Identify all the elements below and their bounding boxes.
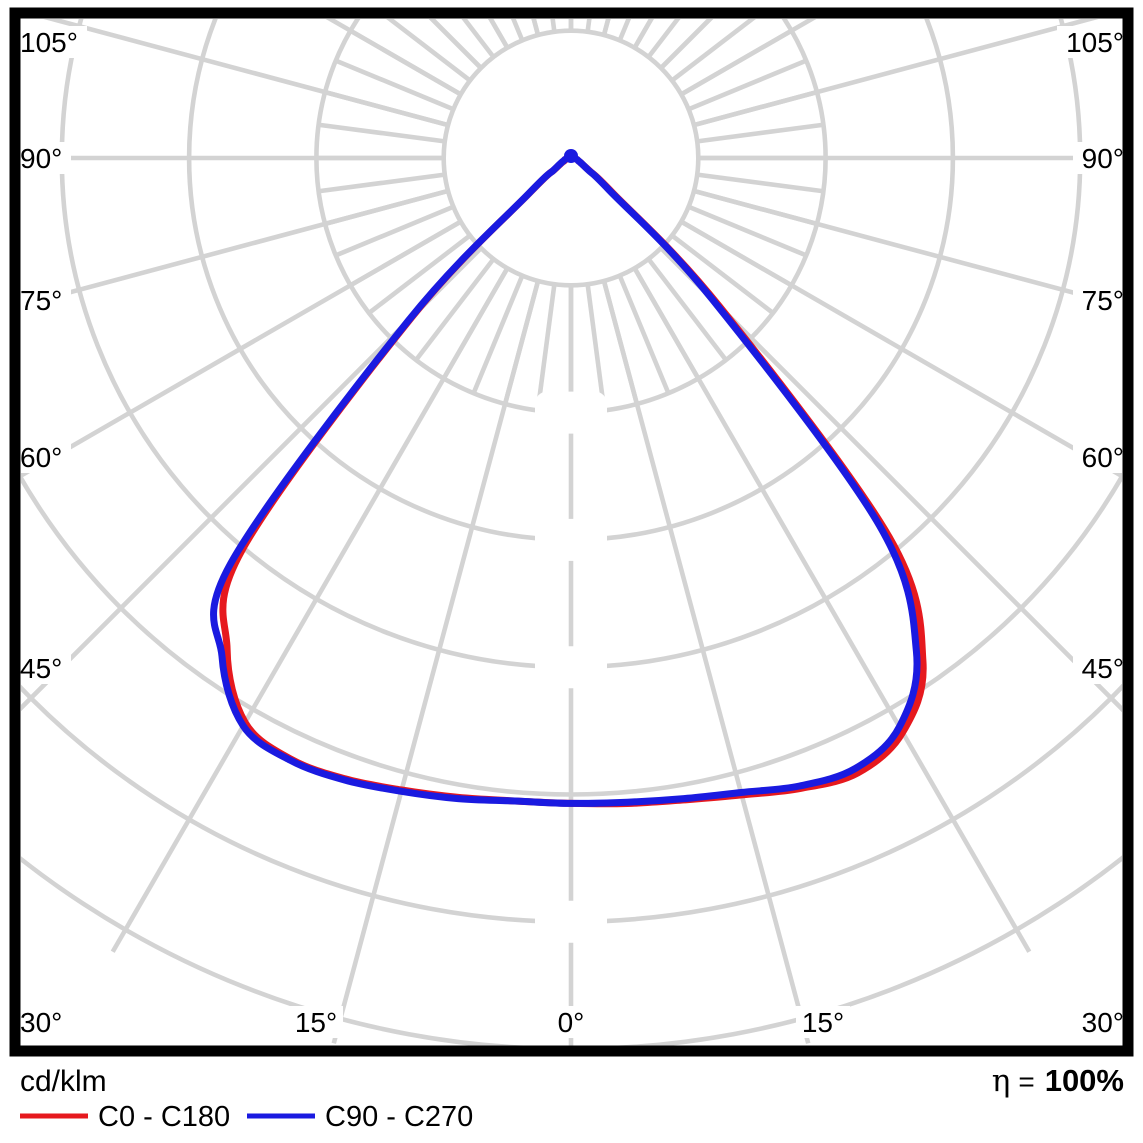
legend-label-c0-c180: C0 - C180 xyxy=(98,1101,230,1133)
grid-spoke xyxy=(367,233,472,315)
angle-label: 90° xyxy=(1082,143,1124,174)
grid-spoke xyxy=(687,204,808,258)
grid-spoke xyxy=(535,283,557,411)
grid-spoke xyxy=(510,19,525,42)
grid-spoke xyxy=(414,257,496,362)
curve-c90-c270 xyxy=(210,154,921,807)
angle-label: 75° xyxy=(20,285,62,316)
grid-spoke xyxy=(696,172,824,194)
angle-label-mask xyxy=(1073,142,1127,174)
eta-symbol: η xyxy=(992,1063,1011,1099)
angle-label: 45° xyxy=(20,653,62,684)
angle-label-mask xyxy=(289,1006,343,1038)
efficiency-value: 100% xyxy=(1045,1063,1124,1098)
grid-spoke xyxy=(601,280,811,1044)
grid-spoke xyxy=(488,19,510,49)
angle-label-mask xyxy=(1073,441,1127,473)
grid-spoke xyxy=(632,267,1032,953)
angle-label-mask xyxy=(552,1006,590,1038)
grid-spoke xyxy=(696,122,824,144)
grid-spoke xyxy=(617,19,632,42)
grid-spoke xyxy=(670,19,756,83)
angle-label-mask xyxy=(17,1006,71,1038)
grid-spoke xyxy=(43,19,449,128)
angle-label: 60° xyxy=(1082,442,1124,473)
angle-label-mask xyxy=(17,284,71,316)
angle-label: 90° xyxy=(20,143,62,174)
photometric-curves xyxy=(210,149,927,808)
grid-spoke xyxy=(334,58,455,112)
radial-tick-masks xyxy=(535,391,607,943)
angle-label: 60° xyxy=(20,442,62,473)
grid-spoke xyxy=(687,58,808,112)
grid-spoke xyxy=(334,204,455,258)
angle-label: 30° xyxy=(20,1007,62,1038)
grid-spoke xyxy=(471,274,525,395)
radial-tick-mask xyxy=(535,646,607,689)
angle-label: 105° xyxy=(1066,27,1124,58)
radial-tick-mask xyxy=(535,900,607,943)
grid-spoke xyxy=(646,19,681,59)
angle-label: 0° xyxy=(558,1007,585,1038)
grid-spoke xyxy=(670,233,775,315)
efficiency-label: η = 100% xyxy=(992,1063,1124,1099)
angle-label: 105° xyxy=(20,27,78,58)
radial-tick-mask xyxy=(535,518,607,561)
angle-label-mask xyxy=(1073,1006,1127,1038)
angle-label-mask xyxy=(17,26,87,58)
grid-spoke xyxy=(318,122,446,144)
grid-spoke xyxy=(318,172,446,194)
grid-spoke xyxy=(680,219,1122,479)
grid-spoke xyxy=(386,19,472,83)
legend: C0 - C180 C90 - C270 xyxy=(20,1101,473,1133)
polar-grid xyxy=(21,19,1122,1046)
grid-spoke xyxy=(585,283,607,411)
unit-label: cd/klm xyxy=(20,1065,107,1098)
angle-label-mask xyxy=(796,1006,850,1038)
grid-spoke xyxy=(110,267,510,953)
grid-spoke xyxy=(325,19,462,97)
angle-labels: 105° 90° 75° 60° 45° 30° 105° 90° 75° 60° 45° 30° 15… xyxy=(17,26,1127,1038)
eta-equals: = xyxy=(1018,1066,1034,1097)
angle-label-mask xyxy=(17,652,71,684)
grid-spoke xyxy=(659,246,1122,713)
legend-label-c90-c270: C90 - C270 xyxy=(325,1101,473,1133)
angle-label-mask xyxy=(1057,26,1127,58)
angle-label-mask xyxy=(1073,652,1127,684)
grid-spoke xyxy=(632,19,654,49)
angle-label: 45° xyxy=(1082,653,1124,684)
angle-label: 15° xyxy=(802,1007,844,1038)
angle-label-mask xyxy=(17,142,71,174)
angle-label: 15° xyxy=(295,1007,337,1038)
radial-tick-mask xyxy=(535,391,607,434)
angle-label-mask xyxy=(1073,284,1127,316)
angle-label: 30° xyxy=(1082,1007,1124,1038)
curve-apex-dot xyxy=(564,149,578,163)
grid-spoke xyxy=(461,19,496,59)
grid-spoke xyxy=(21,219,462,479)
grid-spoke xyxy=(646,257,728,362)
angle-label: 75° xyxy=(1082,285,1124,316)
grid-spoke xyxy=(680,19,817,97)
grid-spoke xyxy=(331,280,541,1044)
plot-border xyxy=(9,7,1134,1057)
grid-spoke xyxy=(693,19,1099,128)
angle-label-mask xyxy=(17,441,71,473)
grid-spoke xyxy=(617,274,671,395)
